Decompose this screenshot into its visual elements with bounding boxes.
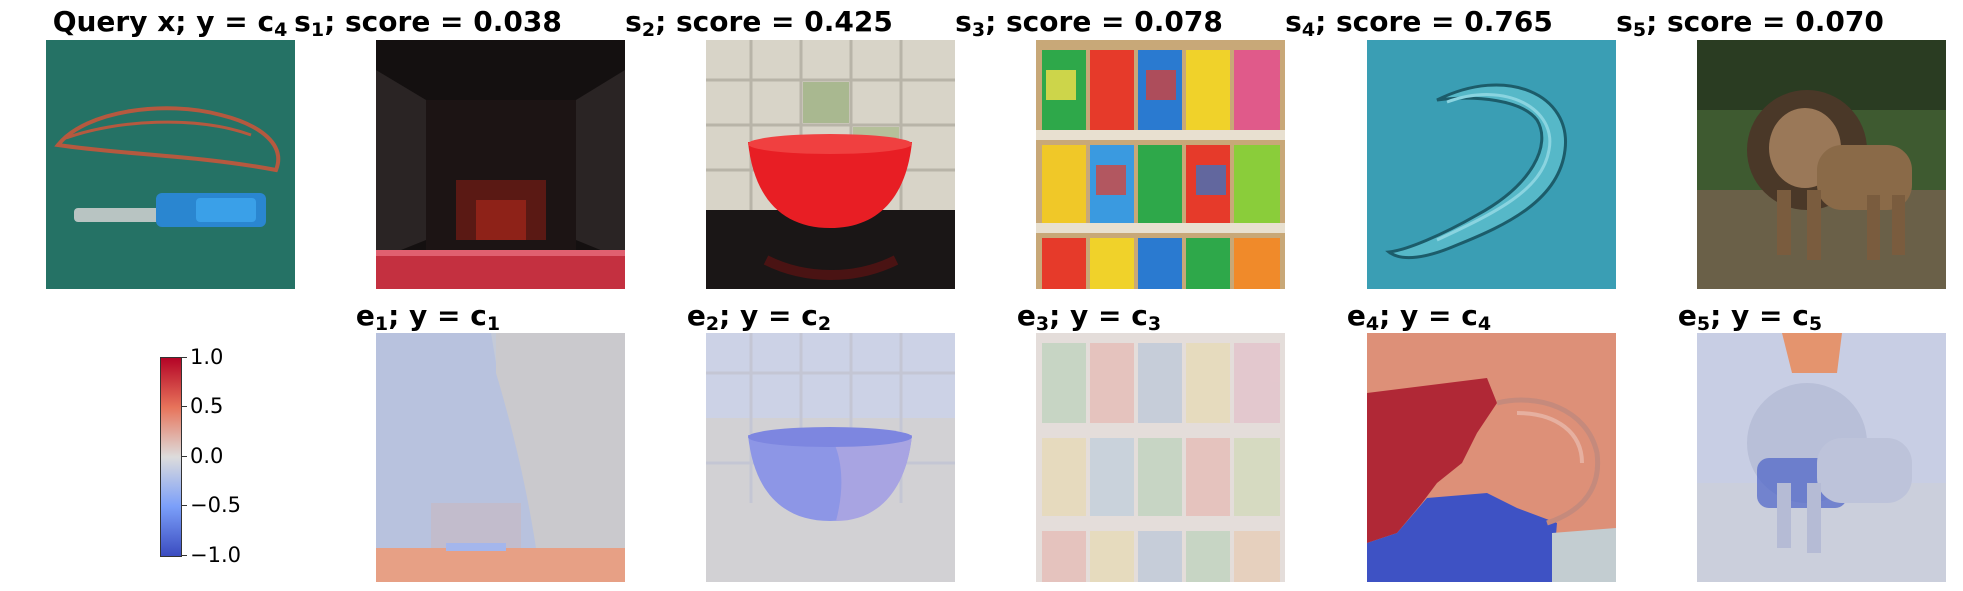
sample-2-title: s2; score = 0.425 bbox=[625, 5, 893, 41]
colorbar: 1.0 0.5 0.0 −0.5 −1.0 bbox=[160, 346, 270, 566]
explanation-5-title: e5; y = c5 bbox=[1677, 299, 1823, 335]
colorbar-tick bbox=[181, 456, 187, 457]
sample-3-image bbox=[1036, 40, 1285, 289]
explanation-4-map bbox=[1367, 333, 1616, 582]
sample-5-title: s5; score = 0.070 bbox=[1616, 5, 1884, 41]
explanation-4-title: e4; y = c4 bbox=[1346, 299, 1492, 335]
colorbar-tick bbox=[181, 357, 187, 358]
query-image bbox=[46, 40, 295, 289]
sample-4-title: s4; score = 0.765 bbox=[1285, 5, 1553, 41]
query-title: Query x; y = c4 bbox=[52, 5, 288, 41]
sample-4-image bbox=[1367, 40, 1616, 289]
explanation-5-map bbox=[1697, 333, 1946, 582]
explanation-1-map bbox=[376, 333, 625, 582]
colorbar-tick bbox=[181, 555, 187, 556]
explanation-2-title: e2; y = c2 bbox=[686, 299, 832, 335]
colorbar-tick-label: 1.0 bbox=[190, 345, 224, 369]
explanation-1-title: e1; y = c1 bbox=[355, 299, 501, 335]
sample-2-image bbox=[706, 40, 955, 289]
explanation-2-map bbox=[706, 333, 955, 582]
colorbar-tick bbox=[181, 406, 187, 407]
colorbar-gradient bbox=[160, 357, 182, 557]
explanation-3-map bbox=[1036, 333, 1285, 582]
sample-5-image bbox=[1697, 40, 1946, 289]
colorbar-tick-label: −0.5 bbox=[190, 493, 241, 517]
sample-3-title: s3; score = 0.078 bbox=[955, 5, 1223, 41]
sample-1-image bbox=[376, 40, 625, 289]
colorbar-tick-label: 0.0 bbox=[190, 444, 224, 468]
sample-1-title: s1; score = 0.038 bbox=[294, 5, 562, 41]
explanation-3-title: e3; y = c3 bbox=[1016, 299, 1162, 335]
colorbar-tick-label: 0.5 bbox=[190, 394, 224, 418]
colorbar-tick-label: −1.0 bbox=[190, 543, 241, 567]
colorbar-tick bbox=[181, 505, 187, 506]
